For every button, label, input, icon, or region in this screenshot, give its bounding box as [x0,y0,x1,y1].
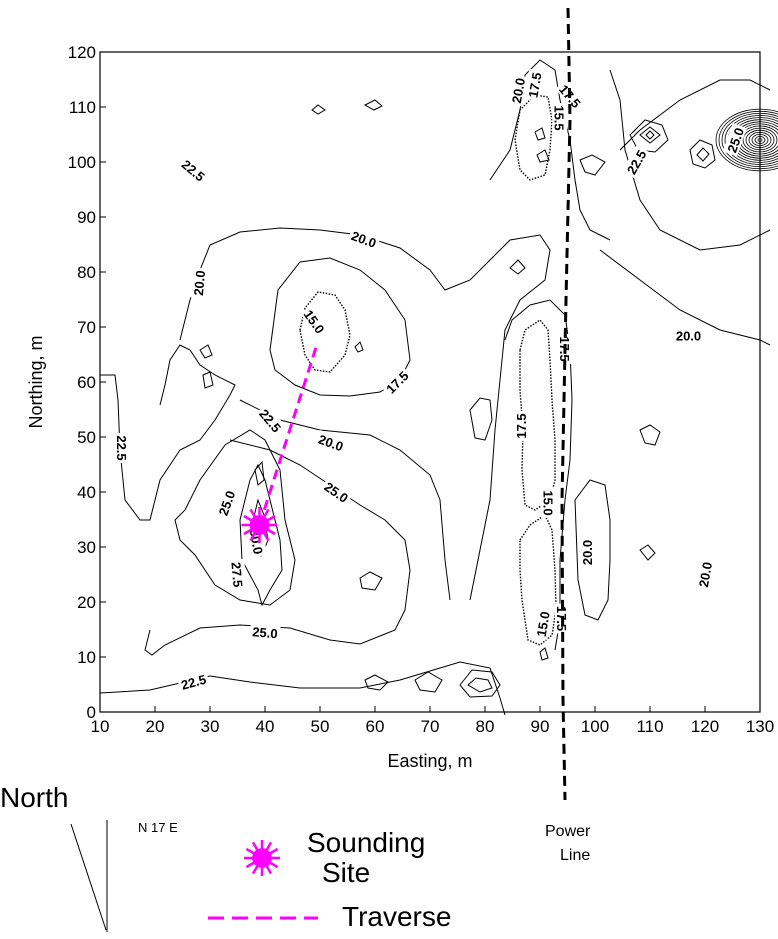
contour-label: 20.0 [507,74,528,107]
legend-sounding-label-1: Sounding [307,827,425,858]
svg-text:17.5: 17.5 [514,413,529,438]
x-tick-label: 90 [531,717,550,736]
sounding-site-marker [241,507,278,543]
y-tick-label: 70 [77,318,96,337]
y-tick-label: 50 [77,428,96,447]
traverse-line [258,343,319,526]
power-line-label-1: Power [545,823,591,840]
x-tick-label: 40 [256,717,275,736]
contour-label: 25.0 [249,622,281,641]
y-tick-label: 30 [77,538,96,557]
legend-north-label: North [0,782,68,813]
y-axis-ticks: 0 10 20 30 40 50 60 70 80 90 100 110 120 [68,43,106,722]
svg-text:25.0: 25.0 [252,624,279,641]
x-tick-label: 20 [146,717,165,736]
x-tick-label: 130 [746,717,774,736]
contour-label: 17.5 [380,365,413,398]
y-tick-label: 90 [77,208,96,227]
legend-sounding-label-2: Site [322,857,370,888]
x-tick-label: 10 [91,717,110,736]
contour-label: 20.0 [189,267,208,299]
svg-text:20.0: 20.0 [580,540,595,565]
plot-frame [99,51,761,713]
contour-label: 25.0 [213,486,239,520]
contour-label: 20.0 [578,537,595,568]
contour-lines [99,59,778,716]
x-tick-label: 30 [201,717,220,736]
legend-traverse-label: Traverse [342,901,451,932]
contour-label: 27.5 [228,558,247,591]
contour-label: 15.5 [551,103,568,133]
x-tick-label: 110 [636,717,663,736]
y-tick-label: 110 [69,98,96,117]
svg-text:15.0: 15.0 [540,490,555,515]
svg-text:20.0: 20.0 [316,432,345,455]
y-tick-label: 10 [77,648,96,667]
x-tick-label: 70 [421,717,440,736]
contour-label: 22.5 [177,154,211,186]
y-tick-label: 0 [87,703,96,722]
contour-label: 20.0 [347,226,381,251]
power-line [560,7,572,801]
contour-label: 15.0 [532,607,553,640]
contour-label: 17.5 [524,68,545,101]
contour-label: 20.0 [314,429,348,455]
svg-text:22.5: 22.5 [179,672,207,693]
y-tick-label: 120 [68,43,96,62]
north-arrow-bearing [70,823,107,931]
svg-text:15.0: 15.0 [534,610,553,638]
svg-text:15.5: 15.5 [551,105,566,130]
contour-label: 15.0 [300,304,330,338]
y-tick-label: 100 [68,153,96,172]
contour-label: 15.0 [540,488,557,518]
legend-bearing-label: N 17 E [138,820,178,835]
x-tick-label: 120 [691,717,719,736]
x-tick-label: 60 [366,717,385,736]
svg-text:25.0: 25.0 [216,489,239,518]
svg-text:20.0: 20.0 [349,228,378,251]
y-tick-label: 80 [77,263,96,282]
x-axis-ticks: 10 20 30 40 50 60 70 80 90 100 110 120 130 [91,706,774,736]
svg-text:20.0: 20.0 [696,561,715,589]
svg-text:20.0: 20.0 [191,270,208,297]
power-line-label-2: Line [560,847,590,864]
svg-text:20.0: 20.0 [509,77,528,105]
x-tick-label: 50 [311,717,330,736]
contour-label: 22.5 [114,433,130,463]
svg-text:20.0: 20.0 [676,328,701,343]
contour-labels: 22.5 20.0 20.0 15.0 17.5 22.5 20.0 22.5 25.0 25.0… [114,68,747,693]
y-tick-label: 60 [77,373,96,392]
sounding-site-icon [244,840,280,876]
contour-label: 20.0 [694,558,715,591]
x-tick-label: 100 [581,717,609,736]
y-axis-title: Northing, m [26,335,46,428]
contour-label: 17.5 [512,411,529,441]
contour-label: 20.0 [673,327,704,343]
y-tick-label: 20 [77,593,96,612]
svg-text:22.5: 22.5 [114,435,129,460]
svg-text:17.5: 17.5 [525,71,544,99]
y-tick-label: 40 [77,483,96,502]
svg-text:27.5: 27.5 [228,561,245,588]
contour-label: 22.5 [176,670,210,693]
contour-label: 22.5 [621,145,650,179]
x-axis-title: Easting, m [387,751,472,771]
x-tick-label: 80 [476,717,495,736]
